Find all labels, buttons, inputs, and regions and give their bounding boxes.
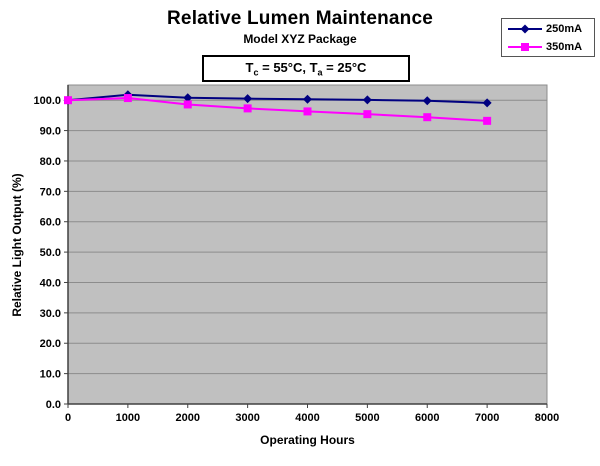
svg-text:20.0: 20.0 <box>40 338 61 350</box>
svg-text:8000: 8000 <box>535 412 559 424</box>
legend: 250mA 350mA <box>501 18 595 57</box>
chart-subtitle: Model XYZ Package <box>243 32 357 46</box>
svg-text:6000: 6000 <box>415 412 439 424</box>
svg-text:3000: 3000 <box>235 412 259 424</box>
svg-text:30.0: 30.0 <box>40 308 61 320</box>
chart-title: Relative Lumen Maintenance <box>167 8 433 29</box>
temperature-condition-annotation: Tc = 55°C, Ta = 25°C <box>202 55 410 82</box>
svg-text:70.0: 70.0 <box>40 186 61 198</box>
svg-text:1000: 1000 <box>116 412 140 424</box>
svg-text:0.0: 0.0 <box>46 399 61 411</box>
square-line-marker-icon <box>508 42 542 51</box>
svg-text:10.0: 10.0 <box>40 369 61 381</box>
svg-text:5000: 5000 <box>355 412 379 424</box>
svg-text:40.0: 40.0 <box>40 277 61 289</box>
svg-text:7000: 7000 <box>475 412 499 424</box>
condition-text: Tc = 55°C, Ta = 25°C <box>245 59 367 78</box>
svg-text:0: 0 <box>65 412 71 424</box>
svg-text:60.0: 60.0 <box>40 217 61 229</box>
svg-text:80.0: 80.0 <box>40 156 61 168</box>
svg-text:4000: 4000 <box>295 412 319 424</box>
svg-text:100.0: 100.0 <box>33 95 61 107</box>
svg-text:2000: 2000 <box>176 412 200 424</box>
svg-text:90.0: 90.0 <box>40 126 61 138</box>
legend-label: 250mA <box>546 22 583 35</box>
legend-item-250ma: 250mA <box>507 21 594 37</box>
legend-label: 350mA <box>546 40 583 53</box>
legend-item-350ma: 350mA <box>507 39 594 55</box>
x-axis-title: Operating Hours <box>260 433 355 447</box>
y-axis-title: Relative Light Output (%) <box>10 173 24 317</box>
diamond-line-marker-icon <box>508 24 542 33</box>
svg-text:50.0: 50.0 <box>40 247 61 259</box>
